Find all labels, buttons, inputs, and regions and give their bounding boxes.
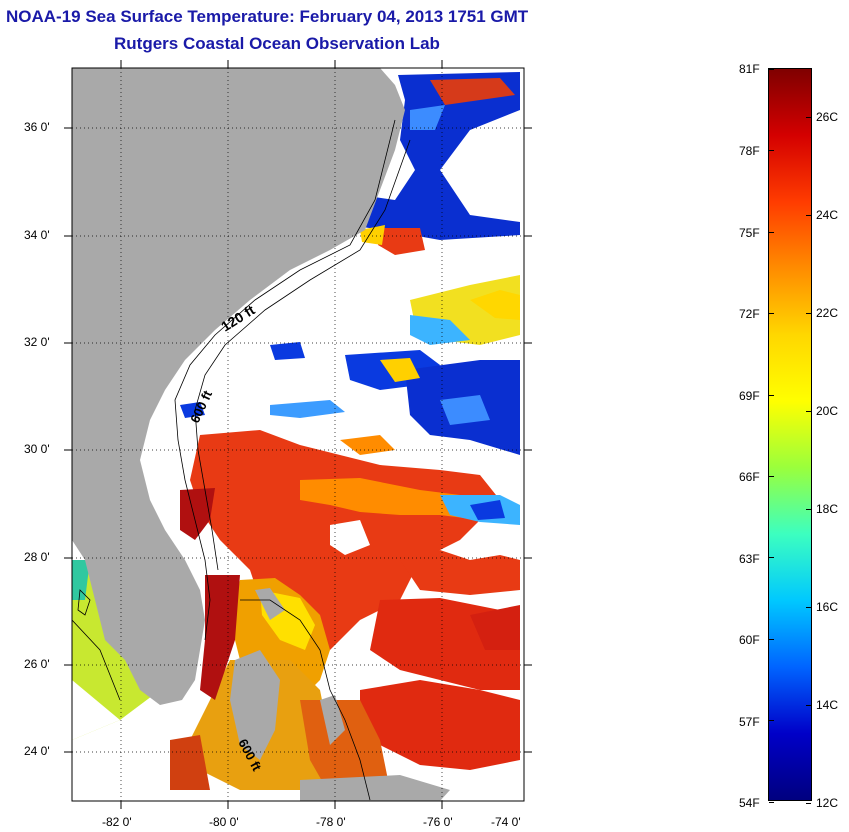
colorbar-tick — [769, 313, 774, 315]
colorbar-tick — [806, 509, 811, 510]
lat-label: 32 0' — [24, 335, 50, 349]
sst-patches — [72, 72, 520, 795]
colorbar-tick — [769, 231, 774, 233]
colorbar-tick — [769, 150, 774, 152]
colorbar-fahrenheit-label: 57F — [739, 715, 760, 729]
colorbar-celsius-label: 18C — [816, 502, 839, 516]
land-mass — [72, 68, 450, 801]
map-title: NOAA-19 Sea Surface Temperature: Februar… — [6, 7, 529, 26]
colorbar-fahrenheit-label: 78F — [739, 144, 760, 158]
colorbar-tick — [769, 720, 774, 722]
colorbar-tick — [806, 607, 811, 608]
lat-label: 26 0' — [24, 657, 50, 671]
colorbar-fahrenheit-label: 81F — [739, 62, 760, 76]
colorbar-tick — [769, 69, 774, 70]
colorbar-celsius-label: 22C — [816, 306, 839, 320]
lon-label: -80 0' — [209, 815, 239, 829]
colorbar-tick — [806, 313, 811, 314]
colorbar-tick — [806, 117, 811, 118]
colorbar — [768, 68, 812, 804]
colorbar-tick — [806, 411, 811, 412]
colorbar-celsius-label: 14C — [816, 698, 839, 712]
lon-label: -74 0' — [491, 815, 521, 829]
colorbar-celsius-label: 20C — [816, 404, 839, 418]
map-subtitle: Rutgers Coastal Ocean Observation Lab — [114, 34, 440, 53]
lon-label: -82 0' — [102, 815, 132, 829]
colorbar-fahrenheit-label: 63F — [739, 552, 760, 566]
colorbar-celsius-label: 12C — [816, 796, 839, 810]
colorbar-fahrenheit-label: 75F — [739, 226, 760, 240]
colorbar-celsius-label: 16C — [816, 600, 839, 614]
grid-lines — [72, 68, 524, 801]
map-frame — [71, 67, 525, 802]
lat-label: 30 0' — [24, 442, 50, 456]
depth-contours — [72, 119, 411, 801]
colorbar-fahrenheit-label: 66F — [739, 470, 760, 484]
colorbar-tick — [806, 803, 811, 804]
lon-label: -78 0' — [316, 815, 346, 829]
colorbar-celsius-label: 24C — [816, 208, 839, 222]
colorbar-celsius-label: 26C — [816, 110, 839, 124]
colorbar-tick — [806, 215, 811, 216]
colorbar-fahrenheit-label: 60F — [739, 633, 760, 647]
colorbar-fahrenheit-label: 69F — [739, 389, 760, 403]
colorbar-fahrenheit-label: 72F — [739, 307, 760, 321]
colorbar-tick — [769, 638, 774, 640]
colorbar-tick — [769, 394, 774, 396]
colorbar-tick — [769, 557, 774, 559]
lat-label: 24 0' — [24, 744, 50, 758]
lat-label: 34 0' — [24, 228, 50, 242]
colorbar-fahrenheit-label: 54F — [739, 796, 760, 810]
lat-label: 28 0' — [24, 550, 50, 564]
lat-label: 36 0' — [24, 120, 50, 134]
colorbar-tick — [806, 705, 811, 706]
colorbar-tick — [769, 476, 774, 477]
lon-label: -76 0' — [423, 815, 453, 829]
colorbar-tick — [769, 801, 774, 803]
tick-marks — [64, 60, 532, 809]
